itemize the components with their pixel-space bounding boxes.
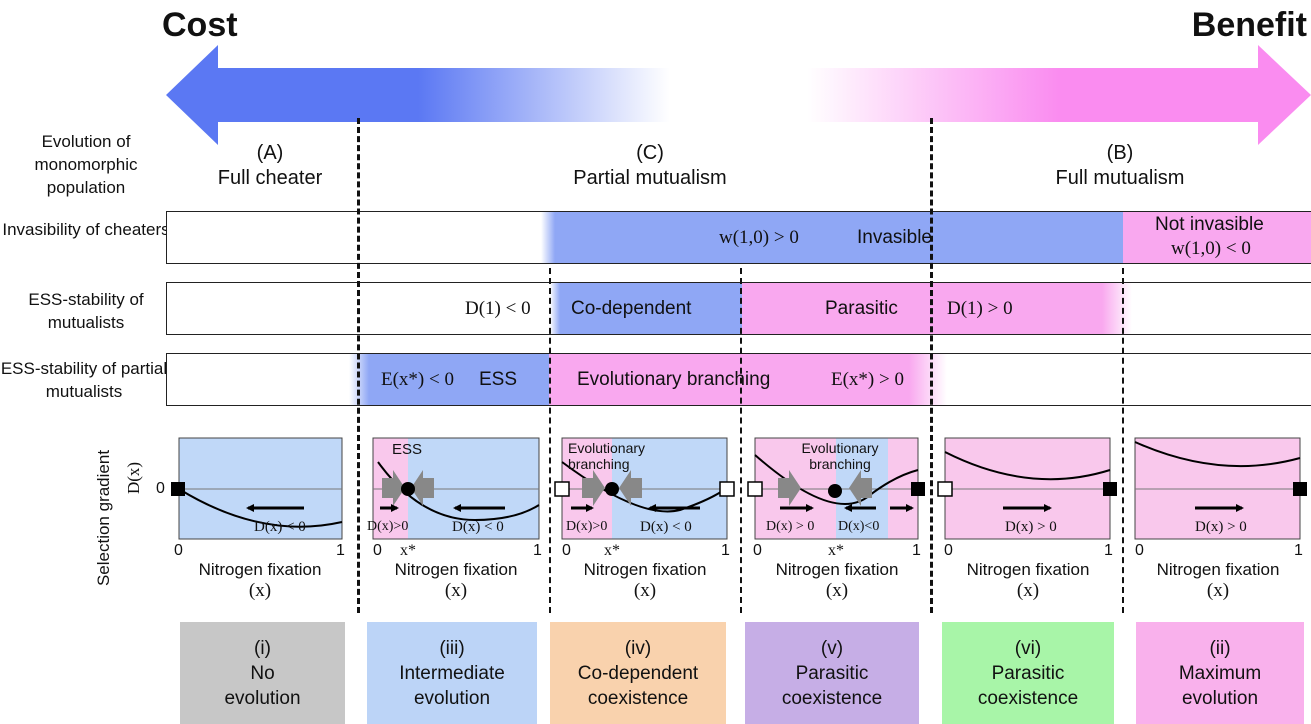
p1-tick-0: 0 xyxy=(174,542,183,559)
ess-text: ESS xyxy=(479,368,518,390)
outcome-i: (i) No evolution xyxy=(180,622,345,724)
ess-mutualists-bar: D(1) < 0 Co-dependent Parasitic D(1) > 0 xyxy=(166,282,1311,335)
p5-tick-0: 0 xyxy=(944,542,953,559)
divider-iv-v xyxy=(740,268,742,613)
not-invasible-text: Not invasible xyxy=(1155,214,1264,235)
codependent-text: Co-dependent xyxy=(571,297,692,319)
outcome-vi: (vi) Parasitic coexistence xyxy=(942,622,1114,724)
p6-tick-0: 0 xyxy=(1135,542,1144,559)
codependent-segment xyxy=(550,283,742,334)
cost-label: Cost xyxy=(162,6,238,44)
p4-tick-0: 0 xyxy=(753,542,762,559)
panel-full-cheater xyxy=(171,437,343,540)
divider-c-b xyxy=(930,118,933,613)
not-invasible-condition: w(1,0) < 0 xyxy=(1171,238,1251,259)
ess-arrow-left xyxy=(382,470,405,506)
p3-right-condition: D(x) < 0 xyxy=(640,519,692,535)
p1-condition: D(x) < 0 xyxy=(254,519,306,535)
p3-xlabel: Nitrogen fixation (x) xyxy=(583,560,707,601)
p2-xlabel: Nitrogen fixation (x) xyxy=(394,560,518,601)
p4-right-condition: D(x)<0 xyxy=(838,519,880,534)
p3-tick-1: 1 xyxy=(721,542,730,559)
ess-segment xyxy=(349,354,549,405)
p2-right-condition: D(x) < 0 xyxy=(452,519,504,535)
y-zero: 0 xyxy=(156,480,165,497)
divider-vi-ii xyxy=(1122,268,1124,613)
p3-left-condition: D(x)>0 xyxy=(566,519,608,534)
panel-parasitic xyxy=(747,437,925,540)
p3-branching-label: Evolutionary branching xyxy=(568,440,646,472)
p4-xlabel: Nitrogen fixation (x) xyxy=(775,560,899,601)
regime-b: (B) Full mutualism xyxy=(1055,142,1185,189)
d1-positive: D(1) > 0 xyxy=(947,297,1013,319)
p6-tick-1: 1 xyxy=(1294,542,1303,559)
not-invasible-segment xyxy=(1123,212,1311,263)
p5-condition: D(x) > 0 xyxy=(1005,519,1057,535)
p2-left-condition: D(x)>0 xyxy=(367,519,409,534)
p4-tick-xstar: x* xyxy=(828,542,844,559)
ess-partial-bar: E(x*) < 0 ESS Evolutionary branching E(x… xyxy=(166,353,1311,406)
p3-tick-xstar: x* xyxy=(604,542,620,559)
outcome-ii: (ii) Maximum evolution xyxy=(1136,622,1304,724)
regime-a: (A) Full cheater xyxy=(217,142,323,189)
branching-text: Evolutionary branching xyxy=(577,368,771,390)
p4-tick-1: 1 xyxy=(912,542,921,559)
outcome-iv: (iv) Co-dependent coexistence xyxy=(550,622,726,724)
row-label-invasibility: Invasibility of cheaters xyxy=(2,220,170,239)
p2-tick-1: 1 xyxy=(533,542,542,559)
outcome-v: (v) Parasitic coexistence xyxy=(745,622,919,724)
parasitic-text: Parasitic xyxy=(825,297,898,319)
p2-tick-0: 0 xyxy=(373,542,382,559)
row-label-evolution: Evolution of monomorphic population xyxy=(34,132,138,197)
e-positive: E(x*) > 0 xyxy=(831,368,904,390)
p4-left-condition: D(x) > 0 xyxy=(766,519,815,534)
ess-point xyxy=(401,482,415,496)
d1-negative: D(1) < 0 xyxy=(465,297,531,319)
p2-ess-label: ESS xyxy=(392,441,423,458)
ess-arrow-right xyxy=(411,470,434,506)
p5-tick-1: 1 xyxy=(1104,542,1113,559)
divider-a-c xyxy=(357,118,360,613)
invasible-condition: w(1,0) > 0 xyxy=(719,226,799,248)
panel-intermediate xyxy=(372,437,540,540)
full-cheater-end-marker xyxy=(171,482,185,496)
parasitic-segment xyxy=(742,283,1132,334)
p5-xlabel: Nitrogen fixation (x) xyxy=(966,560,1090,601)
invasible-segment xyxy=(541,212,1123,263)
p6-condition: D(x) > 0 xyxy=(1195,519,1247,535)
cost-benefit-arrow xyxy=(166,45,1311,145)
row-label-ess-partial: ESS-stability of partial mutualists xyxy=(0,359,168,401)
branching-segment xyxy=(549,354,947,405)
e-negative: E(x*) < 0 xyxy=(381,368,454,390)
p2-tick-xstar: x* xyxy=(400,542,416,559)
p1-tick-1: 1 xyxy=(336,542,345,559)
divider-iii-iv xyxy=(549,268,551,613)
p1-xlabel: Nitrogen fixation (x) xyxy=(198,560,322,601)
row-label-ess-mutualists: ESS-stability of mutualists xyxy=(28,290,144,332)
regime-c: (C) Partial mutualism xyxy=(573,142,727,189)
panel-parasitic-coexistence xyxy=(937,437,1117,540)
panel-maximum xyxy=(1134,437,1307,540)
p4-branching-label: Evolutionary branching xyxy=(801,440,879,472)
benefit-label: Benefit xyxy=(1191,6,1307,44)
p3-tick-0: 0 xyxy=(562,542,571,559)
outcome-iii: (iii) Intermediate evolution xyxy=(367,622,537,724)
invasibility-bar: w(1,0) > 0 Invasible Not invasible w(1,0… xyxy=(166,211,1311,264)
panel-codependent xyxy=(554,437,735,540)
invasible-text: Invasible xyxy=(857,226,932,248)
p6-xlabel: Nitrogen fixation (x) xyxy=(1156,560,1280,601)
